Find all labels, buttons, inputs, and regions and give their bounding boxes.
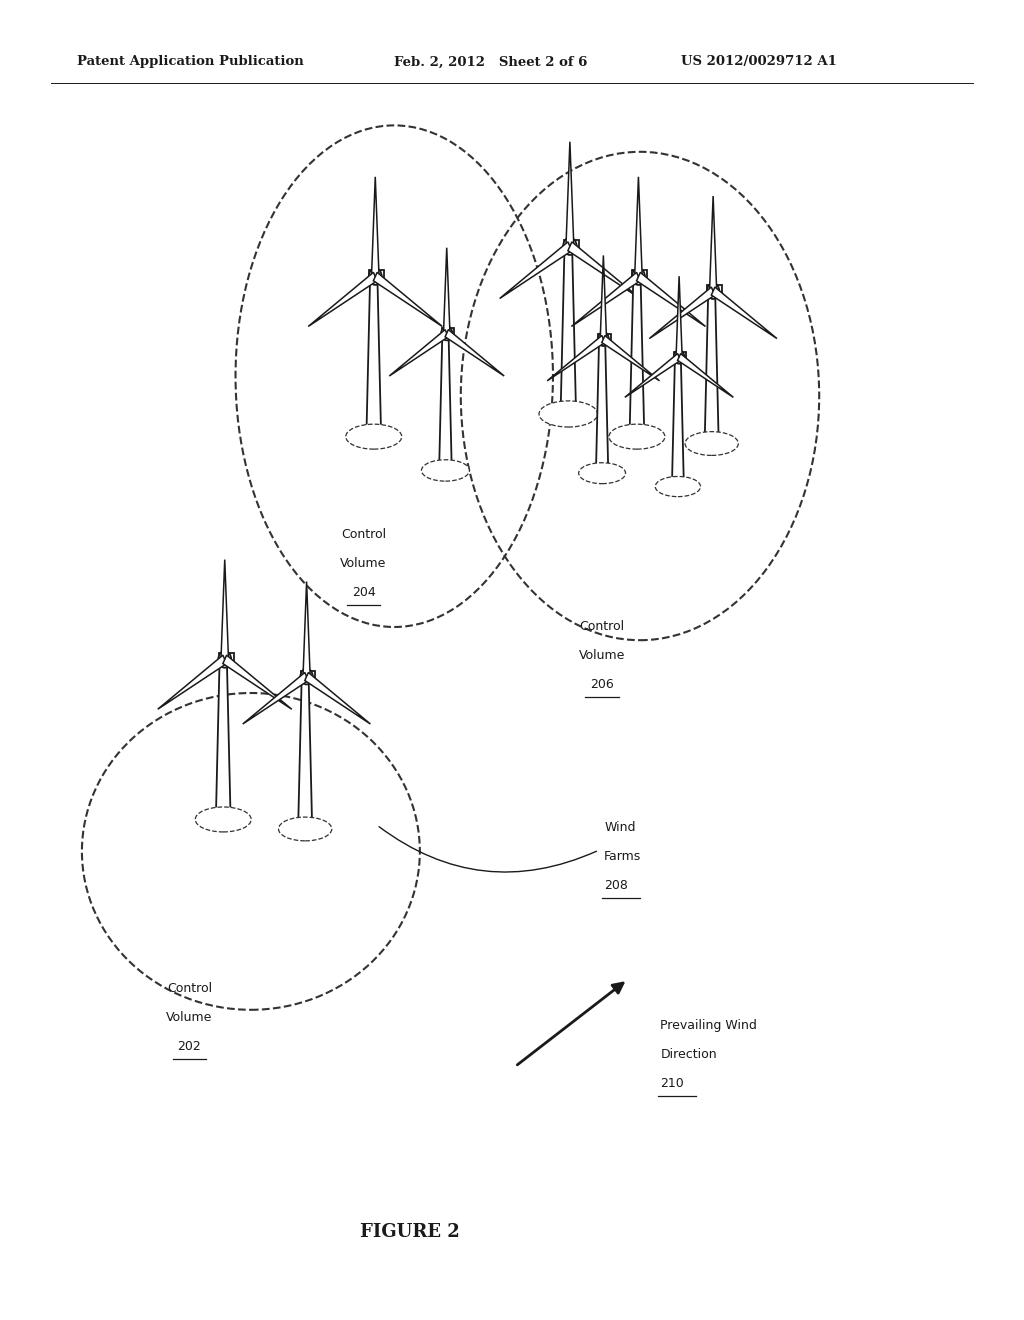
Polygon shape [158, 655, 226, 709]
Circle shape [218, 651, 231, 668]
Ellipse shape [655, 477, 700, 496]
Polygon shape [445, 330, 504, 376]
Text: Farms: Farms [604, 850, 641, 863]
Ellipse shape [279, 817, 332, 841]
Polygon shape [598, 334, 611, 345]
Polygon shape [602, 335, 659, 381]
Polygon shape [441, 327, 455, 338]
Circle shape [674, 350, 684, 364]
Ellipse shape [685, 432, 738, 455]
Polygon shape [596, 345, 608, 478]
Polygon shape [563, 240, 580, 253]
Polygon shape [301, 671, 315, 682]
Circle shape [441, 326, 453, 341]
Polygon shape [710, 197, 717, 290]
Polygon shape [221, 560, 228, 660]
Polygon shape [308, 272, 377, 326]
Text: Volume: Volume [579, 649, 626, 663]
Ellipse shape [422, 459, 469, 480]
Polygon shape [571, 272, 640, 326]
Polygon shape [219, 653, 233, 665]
Polygon shape [600, 255, 606, 339]
Polygon shape [674, 352, 686, 362]
Text: Control: Control [167, 982, 212, 995]
Text: Volume: Volume [340, 557, 387, 570]
Polygon shape [298, 682, 312, 834]
Text: 202: 202 [177, 1040, 202, 1053]
Polygon shape [439, 338, 452, 475]
Polygon shape [708, 285, 722, 297]
Polygon shape [649, 286, 715, 339]
Text: Feb. 2, 2012   Sheet 2 of 6: Feb. 2, 2012 Sheet 2 of 6 [394, 55, 588, 69]
Polygon shape [630, 282, 644, 442]
Polygon shape [568, 242, 640, 298]
Polygon shape [635, 177, 642, 277]
Circle shape [598, 333, 609, 346]
Text: FIGURE 2: FIGURE 2 [359, 1222, 460, 1241]
Text: Patent Application Publication: Patent Application Publication [77, 55, 303, 69]
Polygon shape [243, 672, 308, 725]
Polygon shape [303, 581, 310, 676]
Polygon shape [678, 354, 733, 397]
Ellipse shape [609, 424, 665, 449]
Circle shape [369, 268, 382, 285]
Text: 204: 204 [351, 586, 376, 599]
Text: 206: 206 [590, 678, 614, 692]
Polygon shape [370, 271, 384, 282]
Polygon shape [712, 286, 777, 339]
Polygon shape [374, 272, 442, 326]
Text: Direction: Direction [660, 1048, 717, 1061]
Circle shape [300, 668, 312, 685]
Polygon shape [637, 272, 706, 326]
Ellipse shape [579, 463, 626, 483]
Polygon shape [443, 248, 450, 333]
Polygon shape [372, 177, 379, 277]
Polygon shape [560, 253, 577, 420]
Ellipse shape [346, 424, 401, 449]
Text: Control: Control [341, 528, 386, 541]
Text: 208: 208 [604, 879, 628, 892]
Polygon shape [547, 335, 605, 381]
Ellipse shape [539, 401, 598, 428]
Polygon shape [389, 330, 449, 376]
Polygon shape [633, 271, 647, 282]
Text: Prevailing Wind: Prevailing Wind [660, 1019, 758, 1032]
Polygon shape [216, 665, 230, 825]
Circle shape [632, 268, 645, 285]
Circle shape [707, 282, 719, 300]
Polygon shape [705, 297, 719, 449]
Polygon shape [223, 655, 292, 709]
Circle shape [563, 238, 577, 255]
Text: Volume: Volume [166, 1011, 213, 1024]
Polygon shape [305, 672, 371, 725]
Polygon shape [367, 282, 381, 442]
Polygon shape [625, 354, 681, 397]
Text: US 2012/0029712 A1: US 2012/0029712 A1 [681, 55, 837, 69]
Text: 210: 210 [660, 1077, 684, 1090]
Polygon shape [672, 362, 684, 491]
Text: Control: Control [580, 620, 625, 634]
Polygon shape [566, 141, 573, 247]
Ellipse shape [196, 807, 251, 832]
Polygon shape [500, 242, 571, 298]
Polygon shape [676, 276, 682, 356]
Text: Wind: Wind [604, 821, 636, 834]
